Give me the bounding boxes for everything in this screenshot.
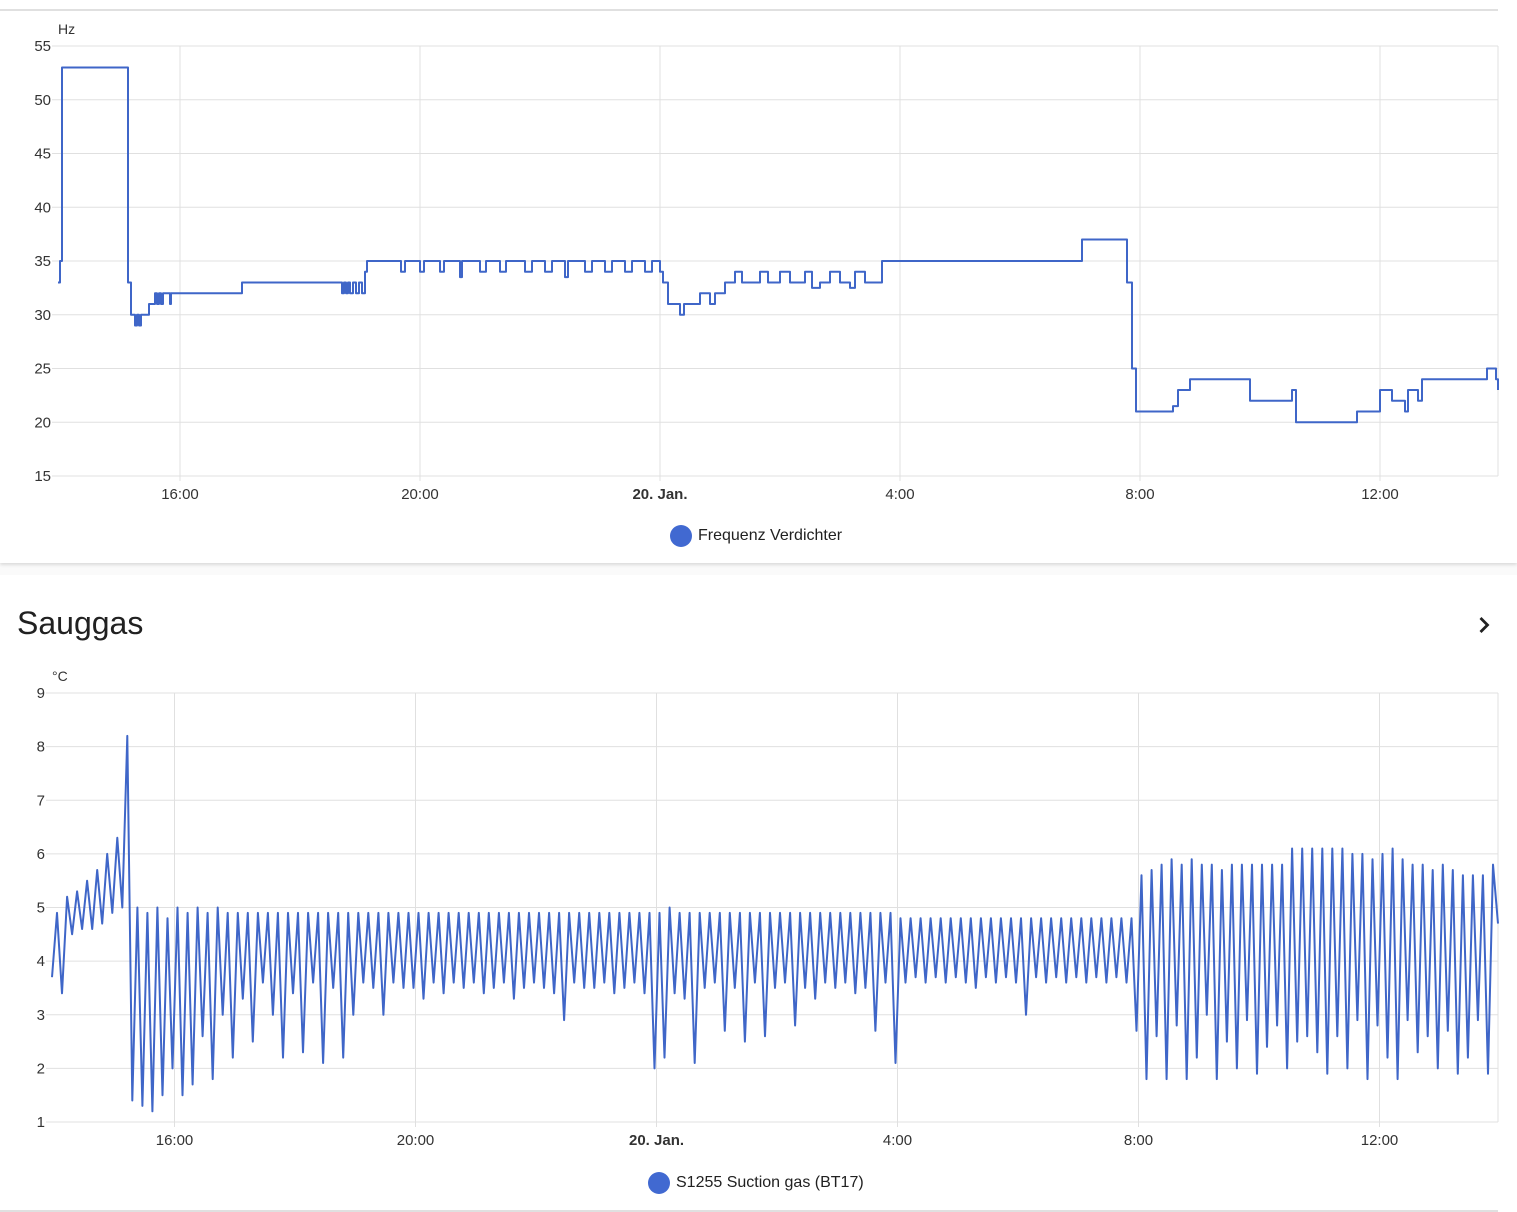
legend-label: Frequenz Verdichter [698,527,843,544]
legend-item-frequenz-verdichter[interactable]: Frequenz Verdichter [670,525,842,547]
y-tick-label: 45 [34,146,51,163]
legend-dot-icon [648,1172,670,1194]
y-axis-unit: Hz [58,21,75,37]
x-tick-label: 20. Jan. [629,1132,684,1149]
x-tick-label: 16:00 [161,486,199,503]
card-title: Sauggas [17,605,144,641]
x-tick-label: 16:00 [156,1132,194,1149]
legend-dot-icon [670,525,692,547]
x-tick-label: 8:00 [1124,1132,1153,1149]
sauggas-chart[interactable]: 1 2 3 4 5 6 7 8 9 16:00 20:00 20. Jan. 4:00 8:00 12:00… [0,575,1517,1165]
x-tick-label: 20. Jan. [632,486,687,503]
y-tick-label: 2 [37,1060,45,1077]
y-tick-label: 4 [37,953,45,970]
x-tick-label: 4:00 [885,486,914,503]
divider [0,1210,1498,1212]
frequency-chart-card: 15 20 25 30 35 40 45 50 55 16:00 20:00 20. Jan. 4:00… [0,0,1517,563]
y-tick-label: 30 [34,307,51,324]
y-tick-label: 55 [34,38,51,55]
y-tick-label: 9 [37,685,45,702]
y-tick-label: 40 [34,199,51,216]
frequency-chart[interactable]: 15 20 25 30 35 40 45 50 55 16:00 20:00 20. Jan. 4:00… [0,0,1517,520]
y-tick-label: 15 [34,468,51,485]
y-tick-label: 1 [37,1114,45,1131]
y-tick-label: 50 [34,92,51,109]
sauggas-card: Sauggas 1 2 3 4 5 6 7 8 9 16:00 20:00 20. Jan. 4:00 8… [0,575,1517,1212]
x-tick-label: 8:00 [1125,486,1154,503]
series-line [58,66,1499,424]
y-tick-label: 25 [34,361,51,378]
y-tick-label: 5 [37,900,45,917]
y-tick-label: 35 [34,253,51,270]
x-tick-label: 20:00 [397,1132,435,1149]
legend-item-suction-gas[interactable]: S1255 Suction gas (BT17) [648,1172,864,1194]
y-tick-label: 7 [37,792,45,809]
x-tick-label: 12:00 [1361,486,1399,503]
y-axis-unit: °C [52,668,68,684]
y-tick-label: 20 [34,414,51,431]
divider [0,9,1498,11]
chevron-right-icon[interactable] [1470,611,1498,639]
x-tick-label: 12:00 [1361,1132,1399,1149]
y-tick-label: 8 [37,739,45,756]
legend-label: S1255 Suction gas (BT17) [676,1174,864,1191]
y-tick-label: 3 [37,1007,45,1024]
x-tick-label: 4:00 [883,1132,912,1149]
x-tick-label: 20:00 [401,486,439,503]
y-tick-label: 6 [37,846,45,863]
series-line [51,734,1499,1113]
